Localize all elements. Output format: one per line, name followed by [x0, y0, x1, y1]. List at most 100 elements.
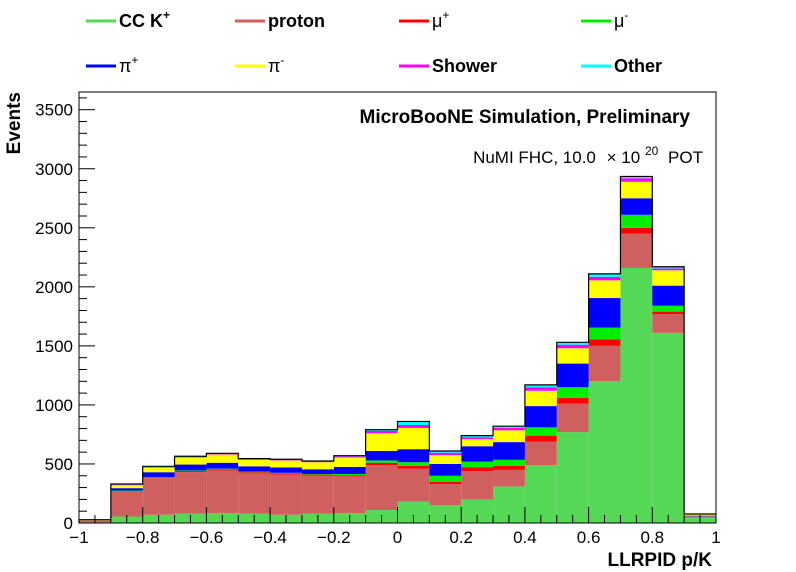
- bar-series-0-bin-15: [556, 432, 589, 523]
- bar-series-3-bin-8: [333, 473, 366, 476]
- bar-series-7-bin-10: [397, 421, 430, 425]
- bar-series-1-bin-15: [556, 403, 589, 433]
- x-tick-label: −0.6: [190, 528, 224, 547]
- bar-series-1-bin-4: [206, 470, 239, 513]
- legend-entry: π+: [119, 53, 138, 76]
- bar-series-6-bin-11: [429, 452, 462, 456]
- bar-series-2-bin-5: [238, 472, 271, 474]
- bar-series-3-bin-10: [397, 462, 430, 466]
- y-tick-label: 2000: [35, 278, 73, 297]
- legend-entry: μ-: [614, 8, 628, 31]
- x-tick-label: −1: [69, 528, 88, 547]
- x-tick-label: 0: [393, 528, 402, 547]
- bar-series-4-bin-14: [524, 406, 557, 428]
- bar-series-0-bin-17: [620, 267, 653, 523]
- bar-series-6-bin-4: [206, 453, 239, 455]
- legend-entry: Shower: [432, 56, 497, 76]
- bar-series-5-bin-18: [652, 270, 685, 286]
- bar-series-3-bin-6: [270, 472, 302, 474]
- bar-series-1-bin-8: [333, 476, 366, 513]
- bar-series-2-bin-11: [429, 481, 462, 485]
- chart-subtitle: NuMI FHC, 10.0 × 10 20 POT: [473, 140, 703, 167]
- y-tick-label: 1000: [35, 396, 73, 415]
- bar-series-7-bin-11: [429, 450, 462, 453]
- x-axis: −1 −0.8 −0.6 −0.4 −0.2 0 0.2 0.4 0.6 0.8 1: [69, 507, 721, 547]
- bar-series-5-bin-5: [238, 459, 271, 467]
- bar-series-2-bin-8: [333, 475, 366, 477]
- bar-series-0-bin-14: [524, 465, 557, 523]
- bar-series-3-bin-7: [301, 473, 334, 475]
- y-tick-label: 1500: [35, 337, 73, 356]
- legend: CC K+ proton μ+ μ-π+ π- Shower Other: [86, 8, 662, 76]
- bar-series-5-bin-11: [429, 455, 462, 464]
- bar-series-6-bin-18: [652, 268, 685, 271]
- bar-series-5-bin-15: [556, 348, 589, 364]
- bar-series-2-bin-7: [301, 474, 334, 476]
- bar-series-2-bin-2: [142, 477, 175, 479]
- bar-series-6-bin-15: [556, 344, 589, 349]
- x-tick-label: −0.8: [126, 528, 160, 547]
- bar-series-7-bin-15: [556, 342, 589, 345]
- bar-series-4-bin-18: [652, 285, 685, 306]
- x-tick-label: 0.6: [577, 528, 601, 547]
- bar-series-1-bin-6: [270, 474, 302, 515]
- bar-series-4-bin-4: [206, 462, 239, 469]
- bar-series-2-bin-18: [652, 311, 685, 314]
- bar-series-5-bin-9: [365, 433, 398, 451]
- bar-series-6-bin-13: [493, 427, 525, 431]
- bar-series-2-bin-15: [556, 397, 589, 404]
- bar-series-4-bin-8: [333, 466, 366, 474]
- bar-series-4-bin-11: [429, 463, 462, 476]
- bar-series-2-bin-12: [461, 467, 494, 472]
- bar-series-4-bin-16: [588, 298, 621, 328]
- bar-series-3-bin-3: [174, 470, 207, 472]
- bar-series-3-bin-15: [556, 387, 589, 398]
- x-tick-label: −0.2: [317, 528, 351, 547]
- bar-series-5-bin-13: [493, 430, 525, 443]
- bar-series-4-bin-3: [174, 464, 207, 471]
- bar-series-3-bin-9: [365, 460, 398, 463]
- bar-series-4-bin-6: [270, 467, 302, 473]
- bar-series-1-bin-12: [461, 471, 494, 500]
- bar-series-3-bin-17: [620, 214, 653, 228]
- legend-entry: π-: [268, 53, 284, 76]
- bar-series-6-bin-5: [238, 459, 271, 460]
- bar-series-4-bin-15: [556, 363, 589, 388]
- bar-series-5-bin-7: [301, 462, 334, 470]
- bar-series-0-bin-11: [429, 505, 462, 523]
- bar-series-6-bin-12: [461, 437, 494, 440]
- bar-series-5-bin-4: [206, 454, 239, 463]
- bar-series-3-bin-18: [652, 305, 685, 312]
- legend-entry: μ+: [432, 8, 449, 31]
- x-tick-label: 0.2: [449, 528, 473, 547]
- bar-series-3-bin-2: [142, 476, 175, 478]
- bar-series-4-bin-9: [365, 450, 398, 461]
- bar-series-2-bin-1: [110, 491, 143, 492]
- bar-series-3-bin-12: [461, 461, 494, 468]
- subtitle-times: ×: [607, 148, 617, 167]
- bar-series-5-bin-1: [110, 485, 143, 489]
- bar-series-1-bin-14: [524, 441, 557, 466]
- x-tick-label: −0.4: [253, 528, 287, 547]
- bar-series-1-bin-1: [110, 491, 143, 517]
- bar-series-6-bin-9: [365, 430, 398, 434]
- bar-series-5-bin-12: [461, 439, 494, 447]
- y-tick-label: 2500: [35, 219, 73, 238]
- bar-series-4-bin-10: [397, 449, 430, 463]
- bar-series-5-bin-16: [588, 280, 621, 299]
- bar-series-6-bin-14: [524, 387, 557, 391]
- bar-series-5-bin-8: [333, 457, 366, 467]
- bar-series-4-bin-12: [461, 446, 494, 462]
- bar-series-1-bin-16: [588, 345, 621, 382]
- x-axis-label: LLRPID p/K: [608, 550, 713, 571]
- bar-series-7-bin-17: [620, 176, 653, 179]
- y-tick-label: 500: [45, 455, 73, 474]
- bar-series-3-bin-1: [110, 490, 143, 492]
- y-tick-label: 3500: [35, 101, 73, 120]
- bar-series-2-bin-3: [174, 471, 207, 473]
- bar-series-1-bin-9: [365, 465, 398, 511]
- bar-series-2-bin-13: [493, 465, 525, 470]
- bar-series-4-bin-13: [493, 442, 525, 460]
- bar-series-6-bin-17: [620, 178, 653, 182]
